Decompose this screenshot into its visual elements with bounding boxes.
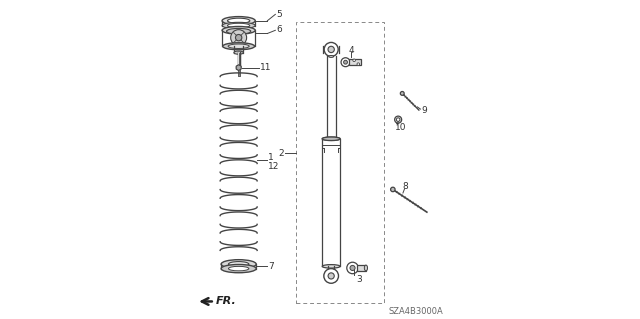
Ellipse shape xyxy=(227,23,250,28)
Ellipse shape xyxy=(222,22,255,29)
Text: 5: 5 xyxy=(276,10,282,19)
Ellipse shape xyxy=(328,46,334,53)
Ellipse shape xyxy=(328,273,334,279)
Text: 12: 12 xyxy=(268,162,280,171)
Ellipse shape xyxy=(322,137,340,140)
Ellipse shape xyxy=(236,65,241,70)
Ellipse shape xyxy=(227,18,250,23)
Ellipse shape xyxy=(350,265,355,271)
Ellipse shape xyxy=(347,262,358,274)
Text: 6: 6 xyxy=(276,26,282,34)
Ellipse shape xyxy=(228,44,249,48)
Text: FR.: FR. xyxy=(216,296,236,307)
Text: 2: 2 xyxy=(278,149,284,158)
Text: 9: 9 xyxy=(422,106,427,115)
Ellipse shape xyxy=(236,34,242,41)
Ellipse shape xyxy=(324,42,338,56)
Text: 10: 10 xyxy=(395,123,406,132)
Ellipse shape xyxy=(230,30,246,46)
Ellipse shape xyxy=(395,116,402,123)
Ellipse shape xyxy=(222,26,255,34)
Ellipse shape xyxy=(322,265,340,268)
Text: 3: 3 xyxy=(356,275,362,284)
Text: 4: 4 xyxy=(348,46,354,55)
Ellipse shape xyxy=(401,92,404,95)
Ellipse shape xyxy=(234,51,243,54)
Ellipse shape xyxy=(221,264,256,273)
Ellipse shape xyxy=(322,137,340,140)
Bar xyxy=(296,22,384,303)
Ellipse shape xyxy=(227,28,251,34)
Ellipse shape xyxy=(357,63,360,65)
Bar xyxy=(349,59,362,65)
Ellipse shape xyxy=(324,269,339,283)
Text: SZA4B3000A: SZA4B3000A xyxy=(388,308,443,316)
Ellipse shape xyxy=(353,59,355,62)
Ellipse shape xyxy=(328,56,333,57)
Ellipse shape xyxy=(221,260,256,269)
Text: 7: 7 xyxy=(268,262,274,271)
Ellipse shape xyxy=(341,58,350,67)
Ellipse shape xyxy=(344,60,348,64)
Polygon shape xyxy=(236,65,241,70)
Ellipse shape xyxy=(228,266,249,271)
Bar xyxy=(357,265,366,271)
Ellipse shape xyxy=(223,43,255,50)
Text: 1: 1 xyxy=(268,153,274,162)
Ellipse shape xyxy=(228,262,249,267)
Text: 11: 11 xyxy=(260,63,271,72)
Ellipse shape xyxy=(222,17,255,25)
Ellipse shape xyxy=(364,265,367,271)
Ellipse shape xyxy=(390,187,395,192)
Text: 8: 8 xyxy=(403,182,408,191)
Ellipse shape xyxy=(396,118,400,122)
